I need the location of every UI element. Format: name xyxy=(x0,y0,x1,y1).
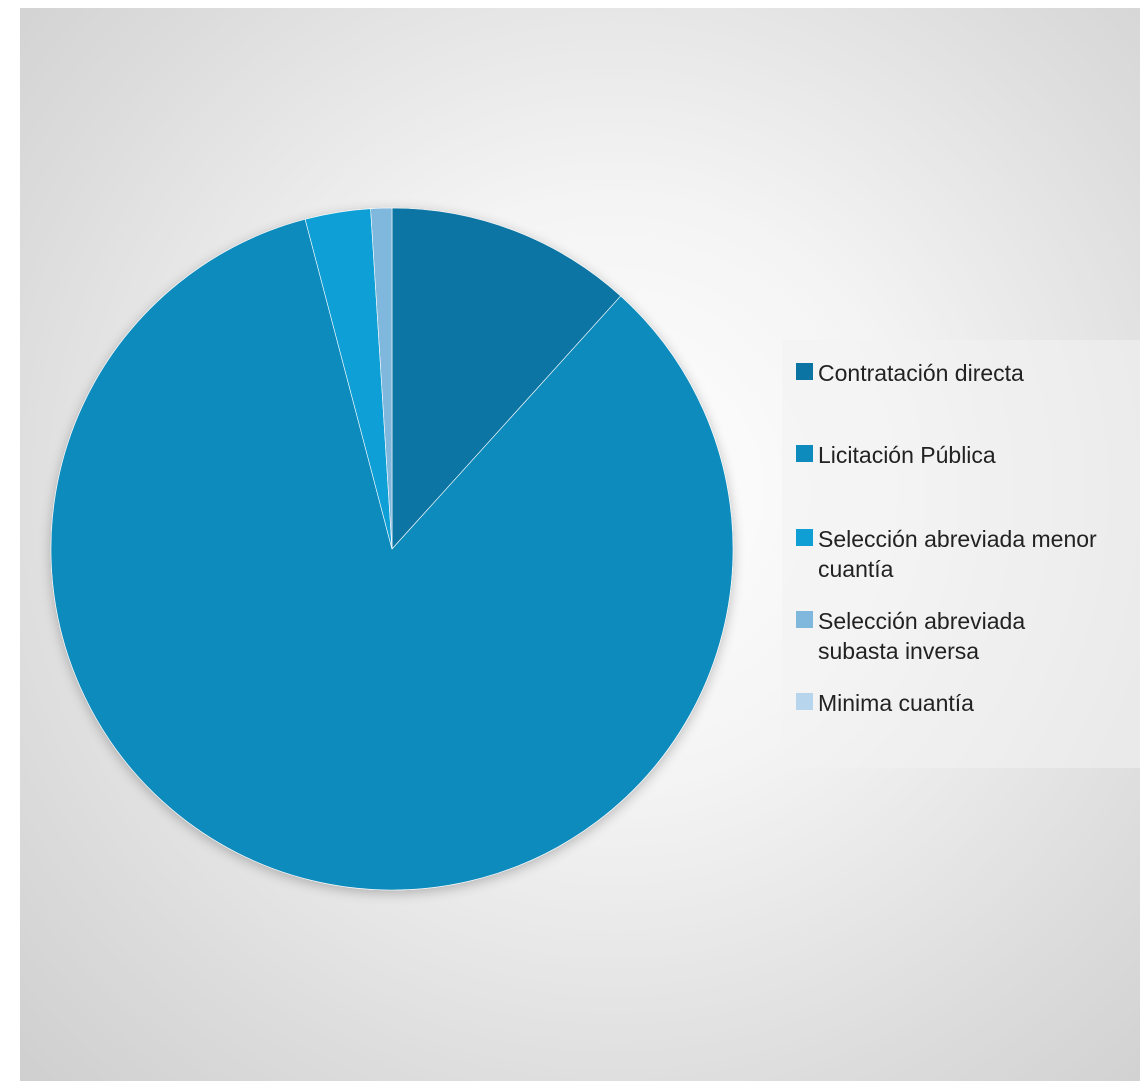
legend-label: Contratación directa xyxy=(818,360,1024,386)
pie-slice-1 xyxy=(391,207,622,550)
pie-slice-4 xyxy=(370,207,393,550)
chart-area: Contratación directa Licitación Pública Se… xyxy=(20,8,1140,1081)
legend-label: Selección abreviada menor cuantía xyxy=(818,526,1097,582)
legend-swatch xyxy=(796,445,813,462)
legend-label: Licitación Pública xyxy=(818,442,996,468)
pie-slice-2 xyxy=(50,218,734,891)
legend-label: Minima cuantía xyxy=(818,690,974,716)
legend-swatch xyxy=(796,529,813,546)
pie-slices xyxy=(50,207,734,891)
legend: Contratación directa Licitación Pública Se… xyxy=(782,340,1140,768)
legend-item: Contratación directa xyxy=(796,358,1140,388)
legend-item: Selección abreviada menor cuantía xyxy=(796,524,1140,584)
legend-swatch xyxy=(796,363,813,380)
legend-label: Selección abreviada subasta inversa xyxy=(818,608,1026,664)
legend-item: Selección abreviada subasta inversa xyxy=(796,606,1140,666)
legend-item: Licitación Pública xyxy=(796,440,1140,470)
legend-swatch xyxy=(796,693,813,710)
legend-swatch xyxy=(796,611,813,628)
pie-chart xyxy=(50,207,734,891)
legend-item: Minima cuantía xyxy=(796,688,1140,718)
